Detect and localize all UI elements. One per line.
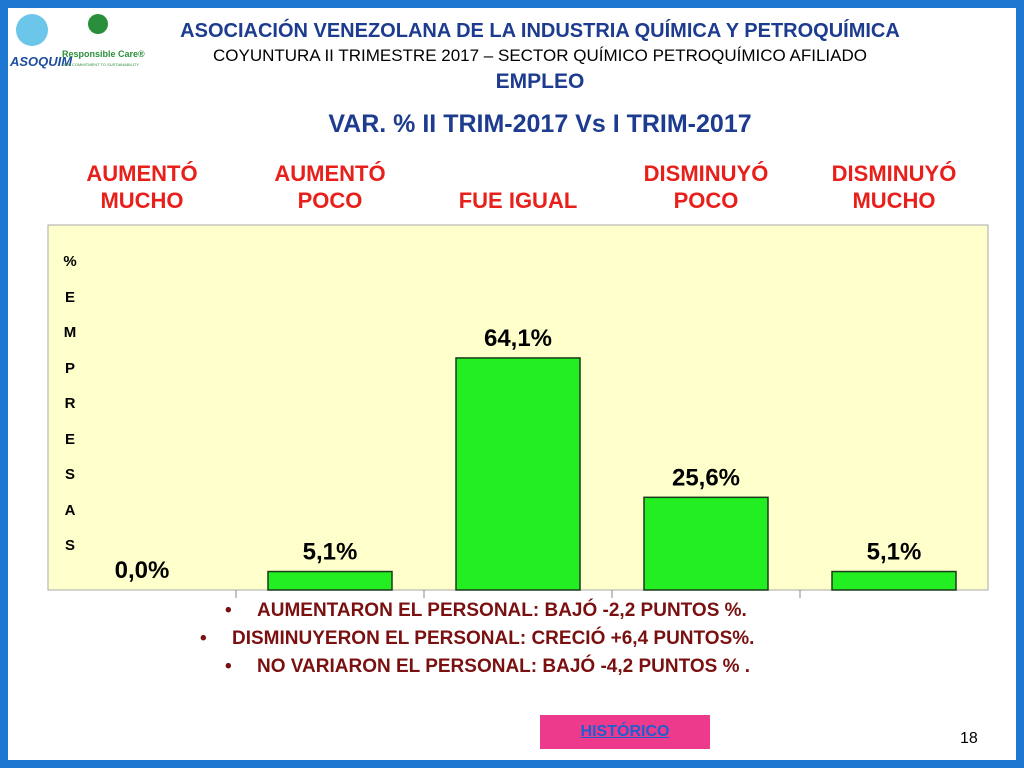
chart-title: VAR. % II TRIM-2017 Vs I TRIM-2017 <box>328 110 752 138</box>
bar <box>267 570 393 591</box>
value-label: 64,1% <box>484 325 552 352</box>
bar <box>455 357 581 591</box>
value-label: 5,1% <box>867 539 922 566</box>
bullet-text: DISMINUYERON EL PERSONAL: CRECIÓ +6,4 PU… <box>232 628 755 649</box>
y-axis-label: % EMPRESAS <box>63 253 77 554</box>
subtitle: COYUNTURA II TRIMESTRE 2017 – SECTOR QUÍ… <box>213 46 867 65</box>
logo-text: ASOQUIM <box>9 54 73 69</box>
category-label: AUMENTÓ POCO <box>274 161 386 213</box>
category-label: AUMENTÓ MUCHO <box>86 161 198 213</box>
bar <box>643 496 769 591</box>
history-button[interactable]: HISTÓRICO <box>540 715 710 749</box>
logo: ASOQUIM Responsible Care® OUR COMMITMENT… <box>9 14 145 69</box>
logo-text: Responsible Care® <box>62 49 145 59</box>
logo-icon <box>88 14 108 34</box>
bullet: AUMENTARON EL PERSONAL: BAJÓ -2,2 PUNTOS… <box>225 600 945 622</box>
section: EMPLEO <box>495 70 585 93</box>
bar <box>831 570 957 591</box>
value-label: 5,1% <box>303 539 358 566</box>
logo-tagline: OUR COMMITMENT TO SUSTAINABILITY <box>62 62 139 67</box>
logo-icon <box>16 14 48 46</box>
bullet: DISMINUYERON EL PERSONAL: CRECIÓ +6,4 PU… <box>200 628 920 650</box>
page-number: 18 <box>960 730 978 747</box>
category-label: DISMINUYÓ POCO <box>643 161 769 213</box>
bullet-text: NO VARIARON EL PERSONAL: BAJÓ -4,2 PUNTO… <box>257 656 751 677</box>
value-label: 25,6% <box>672 464 740 491</box>
value-label: 0,0% <box>115 557 170 584</box>
bullet: NO VARIARON EL PERSONAL: BAJÓ -4,2 PUNTO… <box>225 656 945 678</box>
bullet-text: AUMENTARON EL PERSONAL: BAJÓ -2,2 PUNTOS… <box>257 600 747 621</box>
category-label: FUE IGUAL <box>458 188 578 213</box>
category-label: DISMINUYÓ MUCHO <box>831 161 957 213</box>
title: ASOCIACIÓN VENEZOLANA DE LA INDUSTRIA QU… <box>180 20 900 42</box>
